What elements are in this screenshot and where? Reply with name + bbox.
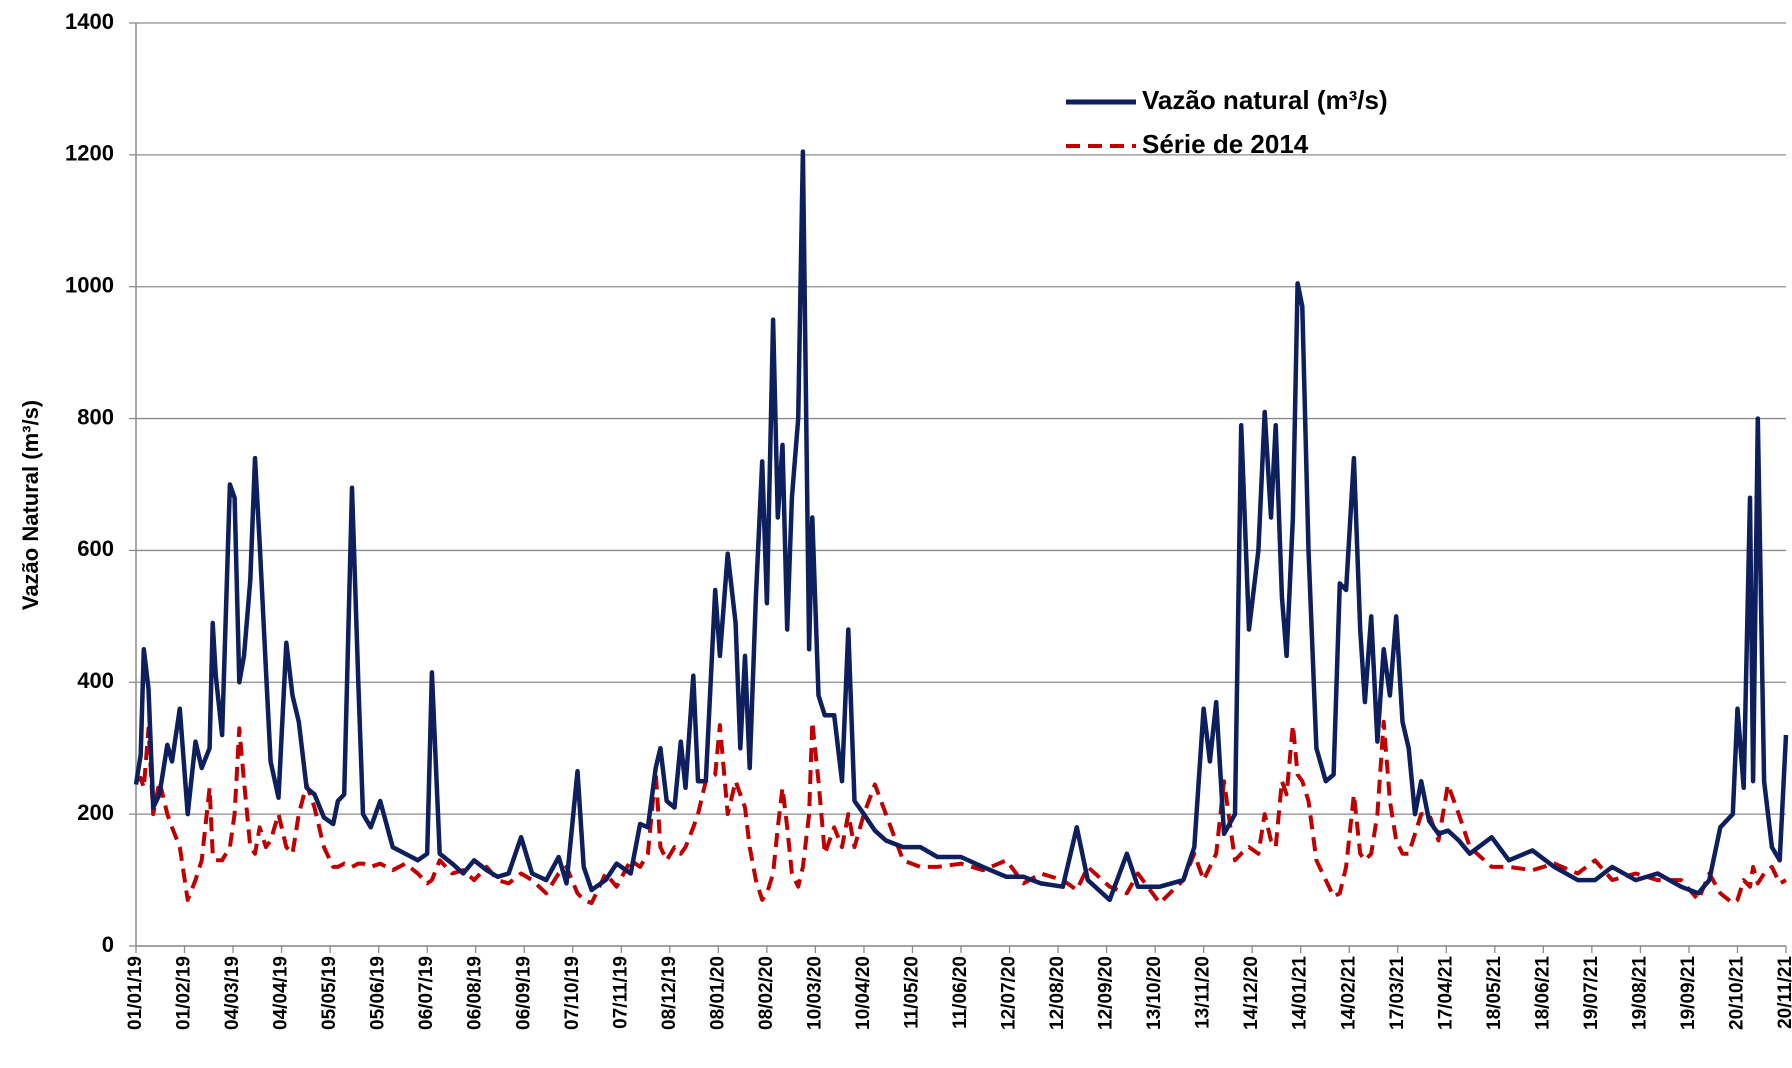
x-tick-label: 05/05/19 (319, 956, 340, 1030)
x-tick-label: 13/11/20 (1193, 956, 1214, 1029)
x-tick-label: 12/09/20 (1096, 956, 1117, 1030)
x-tick-label: 19/07/21 (1581, 956, 1602, 1030)
x-tick-label: 20/11/21 (1775, 956, 1792, 1029)
x-tick-label: 01/02/19 (174, 956, 195, 1030)
x-tick-label: 08/02/20 (756, 956, 777, 1030)
x-tick-label: 06/09/19 (513, 956, 534, 1030)
x-tick-label: 18/06/21 (1532, 956, 1553, 1030)
x-tick-label: 19/08/21 (1629, 956, 1650, 1030)
x-tick-label: 10/04/20 (853, 956, 874, 1030)
y-tick-label: 600 (77, 536, 114, 561)
x-tick-label: 14/01/21 (1290, 956, 1311, 1030)
series-line (133, 149, 1789, 903)
y-axis-label: Vazão Natural (m³/s) (18, 400, 43, 610)
x-tick-label: 08/01/20 (707, 956, 728, 1030)
x-tick-label: 06/08/19 (465, 956, 486, 1030)
legend-label: Série de 2014 (1142, 129, 1309, 159)
x-tick-label: 04/03/19 (222, 956, 243, 1030)
x-tick-label: 20/10/21 (1726, 956, 1747, 1030)
x-tick-label: 06/07/19 (416, 956, 437, 1030)
x-tick-label: 14/02/21 (1338, 956, 1359, 1030)
x-tick-label: 17/03/21 (1387, 956, 1408, 1030)
series-line (134, 719, 1787, 906)
x-tick-label: 19/09/21 (1678, 956, 1699, 1030)
x-tick-label: 12/08/20 (1047, 956, 1068, 1030)
y-tick-label: 200 (77, 800, 114, 825)
x-tick-label: 18/05/21 (1484, 956, 1505, 1030)
x-tick-label: 12/07/20 (999, 956, 1020, 1030)
x-tick-label: 10/03/20 (804, 956, 825, 1030)
x-tick-label: 07/10/19 (562, 956, 583, 1030)
x-tick-label: 14/12/20 (1241, 956, 1262, 1030)
x-tick-label: 05/06/19 (368, 956, 389, 1030)
x-tick-label: 13/10/20 (1144, 956, 1165, 1030)
y-tick-label: 1400 (65, 9, 114, 34)
x-tick-label: 01/01/19 (125, 956, 146, 1030)
x-tick-label: 04/04/19 (271, 956, 292, 1030)
x-tick-label: 07/11/19 (610, 956, 631, 1029)
y-tick-label: 800 (77, 404, 114, 429)
y-tick-label: 1000 (65, 273, 114, 298)
y-tick-label: 400 (77, 668, 114, 693)
x-tick-label: 11/05/20 (901, 956, 922, 1029)
x-tick-label: 11/06/20 (950, 956, 971, 1029)
legend-label: Vazão natural (m³/s) (1142, 85, 1388, 115)
y-tick-label: 0 (102, 932, 114, 957)
y-tick-label: 1200 (65, 141, 114, 166)
x-tick-label: 17/04/21 (1435, 956, 1456, 1030)
x-tick-label: 08/12/19 (659, 956, 680, 1030)
